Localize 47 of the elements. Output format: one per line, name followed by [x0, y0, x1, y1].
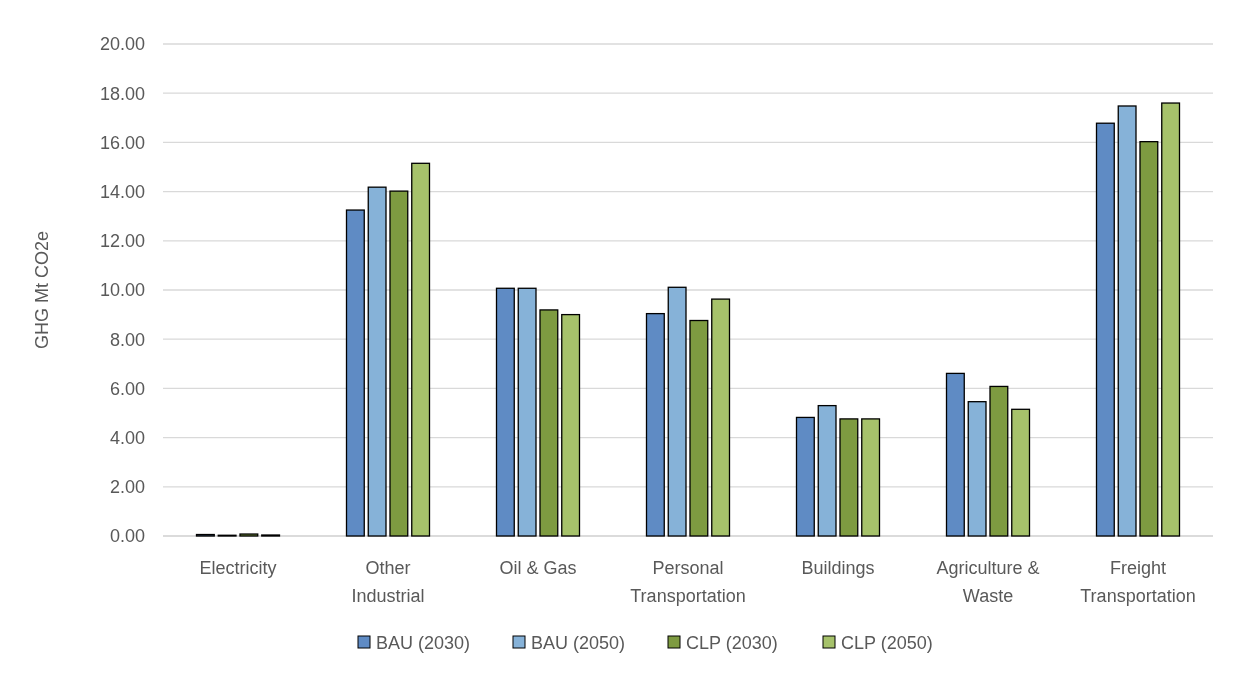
x-tick-label: Freight Transportation: [1080, 558, 1196, 606]
x-tick-label: Personal Transportation: [630, 558, 746, 606]
bar: [861, 418, 881, 537]
bar: [345, 209, 365, 537]
y-tick-label: 16.00: [99, 132, 145, 153]
bar: [561, 313, 581, 537]
y-tick-label: 4.00: [109, 427, 145, 448]
x-tick-label: Electricity: [199, 558, 277, 578]
bar: [795, 416, 815, 537]
legend-label: CLP (2050): [841, 633, 933, 654]
bar: [967, 401, 987, 537]
bar: [839, 418, 859, 537]
bar: [689, 319, 709, 537]
legend-label: BAU (2030): [376, 633, 471, 654]
bar: [1095, 122, 1115, 537]
y-tick-label: 8.00: [109, 329, 145, 350]
bar: [1117, 105, 1137, 537]
bar: [711, 298, 731, 537]
bar: [645, 312, 665, 537]
bar: [945, 372, 965, 537]
x-tick-label: Buildings: [801, 558, 875, 578]
y-tick-label: 20.00: [99, 34, 145, 55]
legend-label: CLP (2030): [686, 633, 778, 654]
x-tick-label: Oil & Gas: [499, 558, 577, 578]
bar: [1139, 141, 1159, 537]
bar: [411, 162, 431, 537]
bar: [1161, 102, 1181, 537]
x-tick-label: Other Industrial: [351, 558, 425, 606]
bar: [1011, 408, 1031, 537]
bar: [517, 287, 537, 537]
legend-label: BAU (2050): [531, 633, 626, 654]
bar: [817, 404, 837, 537]
bar: [389, 190, 409, 537]
y-tick-label: 14.00: [99, 181, 145, 202]
bar: [495, 287, 515, 537]
bar: [667, 286, 687, 537]
bar: [539, 309, 559, 537]
y-tick-label: 0.00: [109, 526, 145, 547]
y-tick-label: 2.00: [109, 477, 145, 498]
y-tick-label: 18.00: [99, 83, 145, 104]
bar: [989, 385, 1009, 537]
y-tick-label: 10.00: [99, 280, 145, 301]
y-tick-label: 12.00: [99, 231, 145, 252]
x-tick-label: Agriculture & Waste: [936, 558, 1040, 606]
y-axis-title: GHG Mt CO2e: [32, 230, 52, 350]
bar: [367, 186, 387, 537]
y-tick-label: 6.00: [109, 378, 145, 399]
